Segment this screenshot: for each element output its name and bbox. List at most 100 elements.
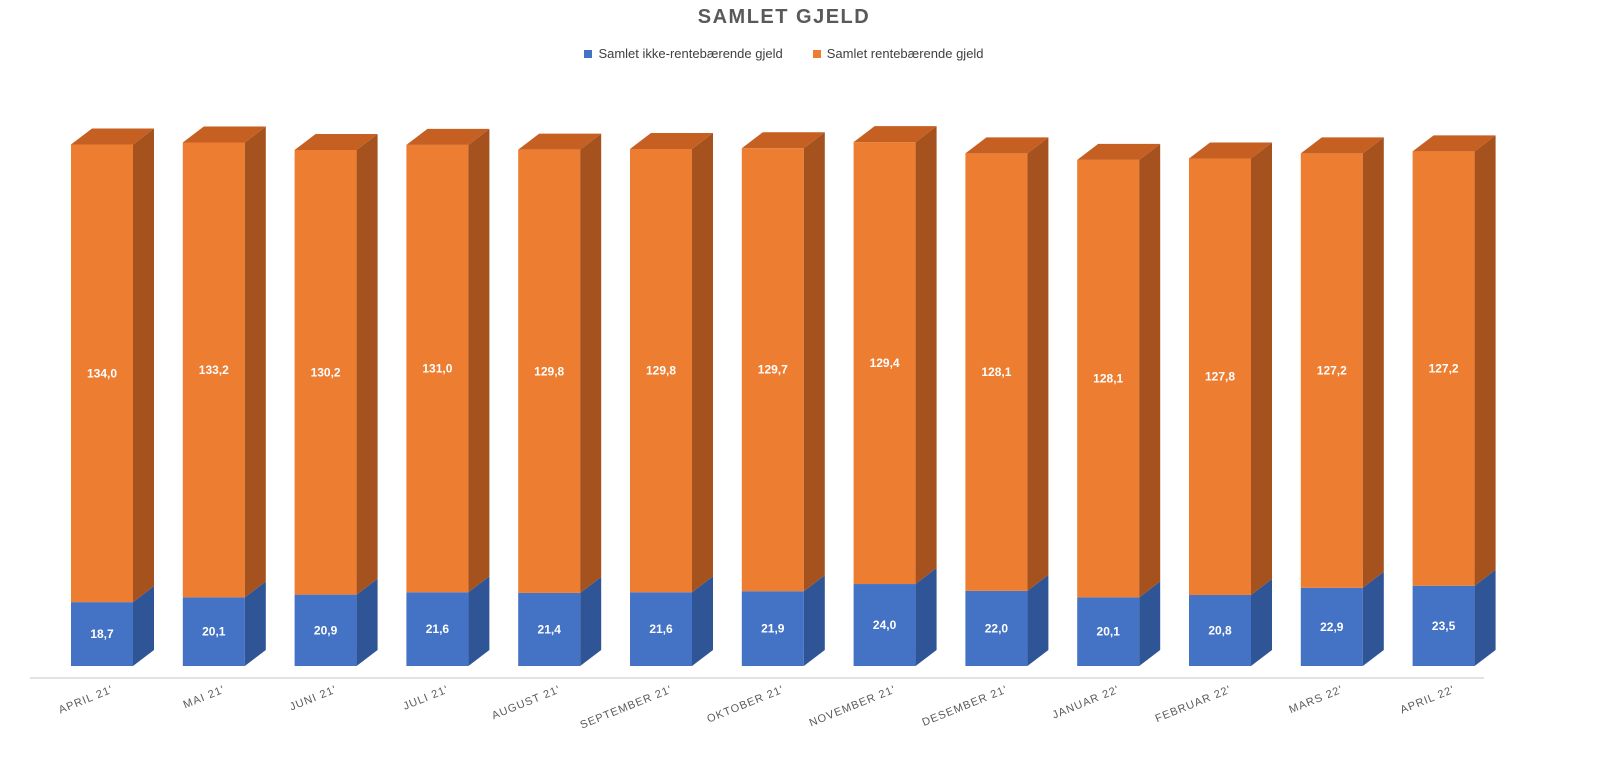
bar-top-rentebaerende-11	[1300, 137, 1384, 154]
bar-side-ikke-rentebaerende-0	[133, 586, 154, 666]
bar-ikke-rentebaerende-8	[965, 590, 1028, 666]
legend-item-rentebaerende[interactable]: Samlet rentebærende gjeld	[812, 46, 984, 61]
bar-side-ikke-rentebaerende-5	[692, 576, 713, 666]
bar-rentebaerende-11	[1300, 153, 1363, 588]
bar-top-rentebaerende-7	[853, 126, 937, 143]
bar-side-rentebaerende-2	[356, 133, 378, 595]
bar-ikke-rentebaerende-12	[1412, 585, 1475, 666]
data-label-rentebaerende-0: 134,0	[87, 366, 117, 380]
bar-side-rentebaerende-6	[803, 132, 825, 592]
bar-side-ikke-rentebaerende-11	[1362, 571, 1384, 666]
bar-rentebaerende-7	[853, 142, 916, 585]
x-tick-label-11: MARS 22'	[1287, 684, 1345, 717]
legend-label-rentebaerende: Samlet rentebærende gjeld	[826, 46, 984, 61]
bar-side-ikke-rentebaerende-9	[1139, 581, 1161, 666]
bar-ikke-rentebaerende-3	[406, 592, 469, 666]
legend-swatch-blue	[584, 49, 593, 58]
x-tick-label-12: APRIL 22'	[1399, 684, 1457, 717]
bar-rentebaerende-12	[1412, 151, 1475, 586]
bar-top-rentebaerende-8	[965, 137, 1049, 154]
data-label-ikke-rentebaerende-0: 18,7	[90, 627, 114, 641]
data-label-rentebaerende-3: 131,0	[422, 362, 452, 376]
bar-rentebaerende-9	[1077, 159, 1140, 598]
data-label-ikke-rentebaerende-4: 21,4	[538, 622, 562, 636]
bar-ikke-rentebaerende-10	[1189, 594, 1251, 666]
bar-side-ikke-rentebaerende-7	[915, 568, 937, 666]
bar-rentebaerende-10	[1189, 158, 1251, 595]
data-label-rentebaerende-7: 129,4	[870, 356, 900, 370]
bar-top-rentebaerende-0	[71, 128, 154, 145]
legend-label-ikke-rentebaerende: Samlet ikke-rentebærende gjeld	[598, 46, 783, 61]
data-label-rentebaerende-2: 130,2	[311, 365, 341, 379]
bar-side-rentebaerende-9	[1139, 143, 1161, 598]
bar-ikke-rentebaerende-1	[182, 597, 245, 666]
bar-rentebaerende-2	[294, 149, 357, 595]
bar-side-rentebaerende-7	[915, 126, 937, 585]
bar-rentebaerende-1	[182, 142, 245, 598]
bar-side-ikke-rentebaerende-1	[244, 581, 266, 666]
x-tick-label-8: DESEMBER 21'	[921, 684, 1010, 729]
bar-side-ikke-rentebaerende-10	[1251, 578, 1272, 666]
x-tick-label-9: JANUAR 22'	[1051, 684, 1122, 722]
data-label-ikke-rentebaerende-8: 22,0	[985, 621, 1009, 635]
x-tick-label-10: FEBRUAR 22'	[1154, 684, 1234, 725]
x-tick-label-5: SEPTEMBER 21'	[579, 684, 675, 732]
x-tick-label-7: NOVEMBER 21'	[808, 684, 898, 730]
bar-side-rentebaerende-1	[244, 126, 266, 598]
data-label-ikke-rentebaerende-6: 21,9	[761, 622, 785, 636]
x-tick-label-1: MAI 21'	[182, 684, 227, 712]
bar-side-rentebaerende-5	[692, 132, 713, 593]
bar-side-rentebaerende-3	[468, 128, 490, 593]
data-label-ikke-rentebaerende-10: 20,8	[1208, 623, 1232, 637]
bar-side-rentebaerende-4	[580, 133, 602, 593]
bar-side-rentebaerende-8	[1027, 137, 1049, 591]
data-label-ikke-rentebaerende-2: 20,9	[314, 623, 338, 637]
data-label-ikke-rentebaerende-3: 21,6	[426, 622, 450, 636]
data-label-rentebaerende-5: 129,8	[646, 364, 676, 378]
bar-side-ikke-rentebaerende-3	[468, 576, 490, 666]
x-tick-label-0: APRIL 21'	[57, 684, 115, 717]
bar-rentebaerende-8	[965, 153, 1028, 591]
bar-top-rentebaerende-5	[630, 132, 713, 149]
data-label-ikke-rentebaerende-9: 20,1	[1097, 625, 1121, 639]
bar-ikke-rentebaerende-2	[294, 594, 357, 666]
x-tick-label-3: JULI 21'	[402, 684, 451, 713]
bar-side-rentebaerende-10	[1251, 142, 1272, 595]
legend-item-ikke-rentebaerende[interactable]: Samlet ikke-rentebærende gjeld	[584, 46, 783, 61]
bar-ikke-rentebaerende-5	[630, 592, 692, 666]
data-label-rentebaerende-10: 127,8	[1205, 370, 1235, 384]
bar-ikke-rentebaerende-9	[1077, 597, 1140, 666]
data-label-rentebaerende-1: 133,2	[199, 363, 229, 377]
bar-top-rentebaerende-6	[741, 132, 825, 149]
data-label-ikke-rentebaerende-7: 24,0	[873, 618, 897, 632]
bar-rentebaerende-3	[406, 144, 469, 593]
bar-top-rentebaerende-1	[182, 126, 266, 143]
bar-top-rentebaerende-12	[1412, 135, 1496, 152]
bar-ikke-rentebaerende-6	[741, 591, 804, 666]
bar-side-ikke-rentebaerende-8	[1027, 574, 1049, 666]
data-label-rentebaerende-9: 128,1	[1093, 372, 1123, 386]
data-label-ikke-rentebaerende-5: 21,6	[649, 622, 673, 636]
bar-top-rentebaerende-10	[1189, 142, 1272, 159]
bar-rentebaerende-5	[630, 148, 692, 593]
legend: Samlet ikke-rentebærende gjeld Samlet re…	[0, 46, 1568, 61]
bar-side-ikke-rentebaerende-2	[356, 578, 378, 666]
bar-ikke-rentebaerende-4	[518, 592, 581, 666]
bar-ikke-rentebaerende-7	[853, 584, 916, 666]
bar-side-ikke-rentebaerende-4	[580, 576, 602, 666]
bar-side-rentebaerende-11	[1362, 137, 1384, 588]
bar-top-rentebaerende-9	[1077, 143, 1161, 160]
data-label-ikke-rentebaerende-11: 22,9	[1320, 620, 1344, 634]
x-tick-label-2: JUNI 21'	[288, 684, 339, 714]
bar-top-rentebaerende-3	[406, 128, 490, 145]
bar-ikke-rentebaerende-11	[1300, 587, 1363, 666]
data-label-rentebaerende-8: 128,1	[981, 365, 1011, 379]
x-tick-label-6: OKTOBER 21'	[705, 684, 786, 726]
bar-rentebaerende-0	[71, 144, 133, 603]
bar-rentebaerende-4	[518, 149, 581, 593]
bar-top-rentebaerende-2	[294, 133, 378, 150]
data-label-ikke-rentebaerende-12: 23,5	[1432, 619, 1456, 633]
data-label-rentebaerende-4: 129,8	[534, 364, 564, 378]
legend-swatch-orange	[812, 49, 821, 58]
bar-rentebaerende-6	[741, 148, 804, 592]
